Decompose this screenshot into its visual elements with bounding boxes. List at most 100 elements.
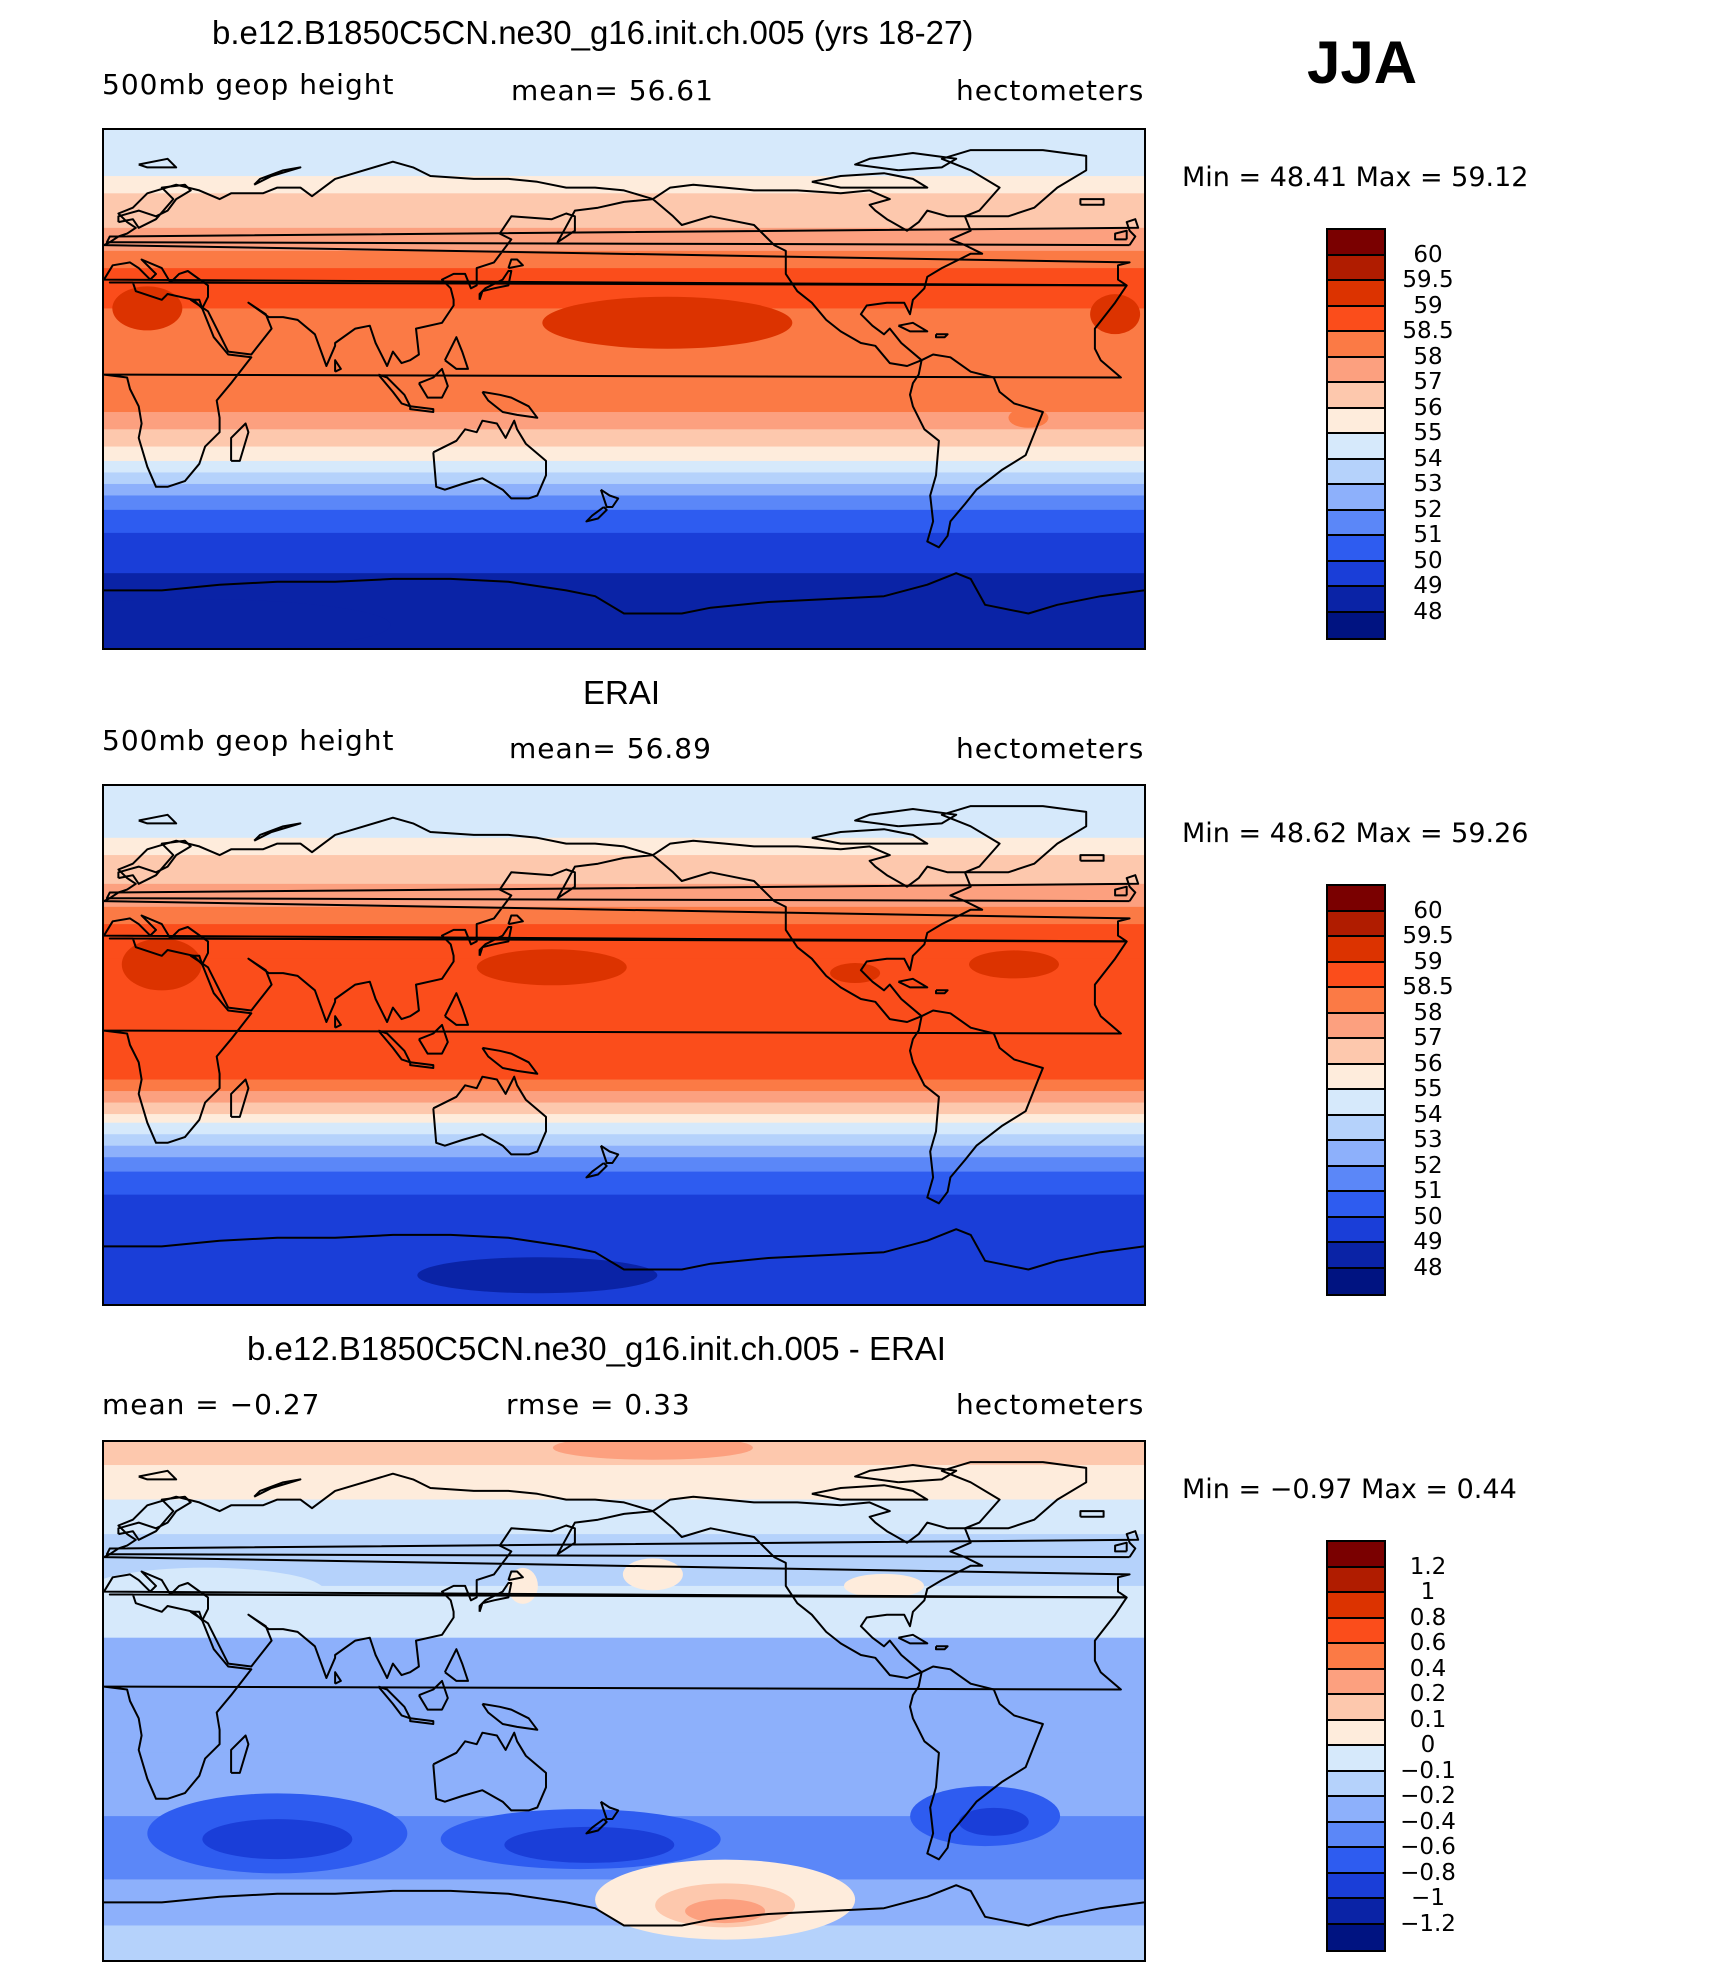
coastline: [418, 1679, 449, 1711]
colorbar-label: 59: [1413, 948, 1443, 975]
coastline: [334, 1015, 342, 1029]
colorbar-swatch: [1328, 1090, 1384, 1116]
colorbar-swatch: [1328, 383, 1384, 409]
colorbar-label: 54: [1413, 1101, 1443, 1128]
coastline: [253, 1478, 302, 1498]
colorbar-swatch: [1328, 1268, 1384, 1294]
coastline: [104, 1884, 1144, 1927]
colorbar-swatch: [1328, 459, 1384, 485]
contour-band: [104, 786, 1144, 839]
colorbar-swatch: [1328, 1873, 1384, 1899]
contour-band: [104, 855, 1144, 885]
colorbar-label: 58.5: [1402, 974, 1454, 1000]
coastline: [940, 805, 1088, 874]
colorbar-swatch: [1328, 1669, 1384, 1695]
colorbar-swatch: [1328, 911, 1384, 937]
colorbar-label: 1: [1420, 1579, 1436, 1605]
colorbar-label: 59.5: [1402, 267, 1454, 293]
coastline: [599, 1800, 620, 1820]
contour-region: [202, 1819, 353, 1860]
coastline: [652, 839, 984, 1023]
contour-band: [104, 1134, 1144, 1147]
colorbar-swatch: [1328, 485, 1384, 511]
coastline: [481, 390, 539, 419]
coastline: [104, 1593, 1128, 1800]
panel-2-title: ERAI: [583, 674, 661, 711]
panel-2-variable-label: 500mb geop height: [102, 724, 395, 757]
contour-band: [104, 1102, 1144, 1115]
coastline: [1079, 854, 1105, 862]
contour-band: [104, 1091, 1144, 1104]
colorbar-label: 57: [1413, 369, 1443, 395]
colorbar-label: 0.1: [1409, 1706, 1447, 1733]
coastline: [940, 149, 1088, 218]
coastline: [1114, 885, 1128, 897]
colorbar-label: 50: [1413, 547, 1443, 574]
colorbar-swatch: [1328, 1797, 1384, 1823]
colorbar-label: −0.6: [1400, 1834, 1456, 1860]
colorbar-swatch: [1328, 1567, 1384, 1593]
colorbar-swatch: [1328, 408, 1384, 434]
coastline: [104, 281, 1128, 488]
panel-1-units-label: hectometers: [956, 74, 1145, 107]
colorbar-swatch: [1328, 1924, 1384, 1950]
contour-band: [104, 193, 1144, 229]
coastline: [105, 874, 1140, 903]
coastline: [1079, 1510, 1105, 1518]
colorbar-label: 55: [1413, 420, 1443, 446]
panel-3-units-label: hectometers: [956, 1388, 1145, 1421]
coastline: [652, 1495, 984, 1679]
colorbar-swatch: [1328, 1593, 1384, 1619]
contour-band: [104, 1637, 1144, 1754]
coastline: [432, 419, 547, 500]
coastline: [935, 333, 949, 339]
coastline: [138, 1469, 178, 1481]
contour-region: [504, 1826, 675, 1863]
panel-2-units-label: hectometers: [956, 732, 1145, 765]
coastline: [138, 813, 178, 825]
contour-region: [507, 1567, 538, 1604]
contour-band: [104, 1114, 1144, 1124]
panel-3-map: [102, 1440, 1146, 1962]
colorbar-swatch: [1328, 937, 1384, 963]
coastline: [811, 1484, 929, 1501]
season-label: JJA: [1307, 29, 1418, 96]
colorbar-swatch: [1328, 1720, 1384, 1746]
coastline: [909, 1665, 1044, 1861]
colorbar-label: 53: [1413, 1127, 1443, 1153]
coastline: [599, 1144, 620, 1164]
colorbar-swatch: [1328, 1771, 1384, 1797]
coastline: [897, 1633, 929, 1645]
contour-region: [1090, 294, 1141, 335]
coastline: [230, 1078, 250, 1118]
coastline: [104, 572, 1144, 615]
coastline: [585, 506, 608, 523]
colorbar-swatch: [1328, 510, 1384, 536]
colorbar-swatch: [1328, 1013, 1384, 1039]
colorbar-swatch: [1328, 1141, 1384, 1167]
contour-band: [104, 250, 1144, 269]
coastline: [104, 1228, 1144, 1271]
colorbar-label: 49: [1413, 573, 1443, 599]
coastline: [138, 157, 178, 169]
colorbar-swatch: [1328, 1192, 1384, 1218]
colorbar-swatch: [1328, 962, 1384, 988]
contour-region: [476, 949, 627, 986]
colorbar-swatch: [1328, 886, 1384, 912]
colorbar-swatch: [1328, 1217, 1384, 1243]
colorbar-swatch: [1328, 255, 1384, 281]
colorbar-swatch: [1328, 1166, 1384, 1192]
coastline: [418, 1023, 449, 1055]
coastline: [481, 1046, 539, 1075]
coastline: [854, 808, 958, 828]
contour-band: [104, 958, 1144, 1081]
colorbar-label: 49: [1413, 1229, 1443, 1255]
coastline: [909, 1009, 1044, 1205]
contour-band: [104, 532, 1144, 574]
colorbar-swatch: [1328, 1644, 1384, 1670]
contour-region: [958, 1807, 1029, 1836]
colorbar-label: 0.4: [1409, 1655, 1447, 1682]
colorbar-label: −0.1: [1400, 1757, 1456, 1784]
coastline: [940, 1461, 1088, 1530]
colorbar-label: 56: [1413, 1050, 1443, 1077]
